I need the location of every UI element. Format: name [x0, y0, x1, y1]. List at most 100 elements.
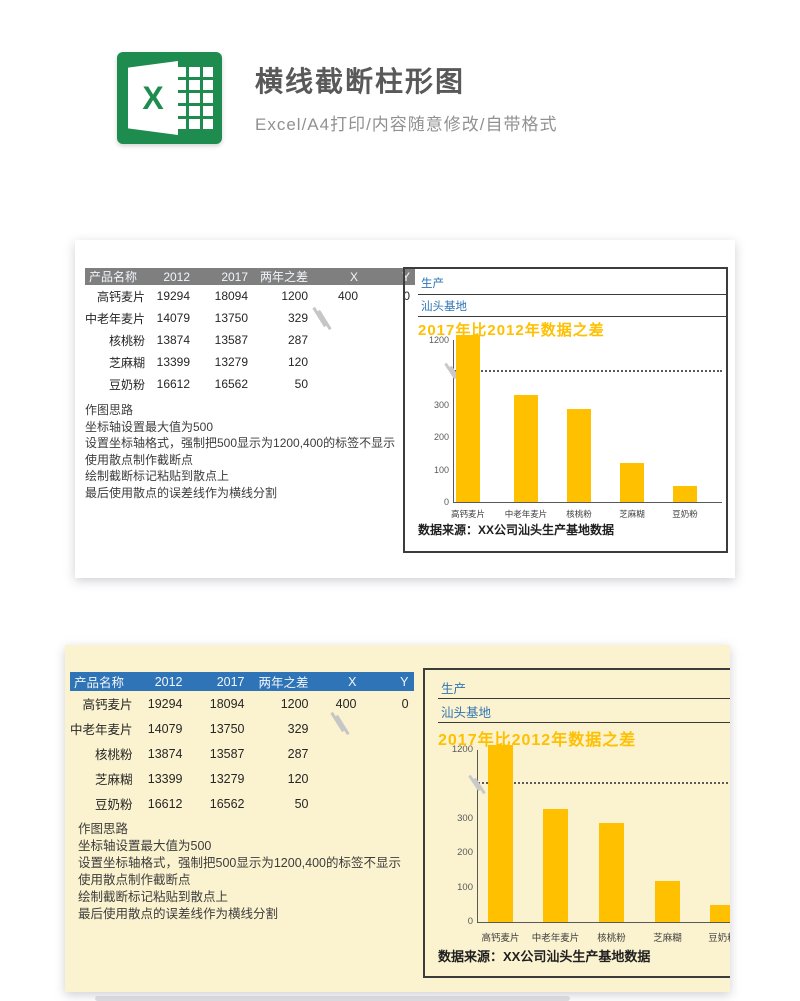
table-row: 豆奶粉 16612 16562 50 — [70, 791, 414, 816]
table-cell: 120 — [287, 355, 309, 369]
chart: 生产 汕头基地 2017年比2012年数据之差 1200 300 200 100 0 高钙… — [423, 668, 730, 978]
table-cell: 高钙麦片 — [97, 289, 146, 304]
column-header: X — [313, 672, 362, 691]
table-cell: 1200 — [280, 696, 309, 711]
chart-subtitle-line2: 汕头基地 — [441, 706, 492, 720]
table-cell: 豆奶粉 — [95, 798, 133, 812]
preview-card-cream: 产品名称 2012 2017 两年之差 X Y 高钙麦片 19294 18094 1200 400 0… — [65, 645, 730, 992]
divider — [438, 698, 730, 699]
table-row: 芝麻糊 13399 13279 120 — [85, 351, 415, 373]
table-cell: 1200 — [281, 289, 309, 303]
table-cell: 18094 — [209, 696, 245, 711]
axis-break-line — [454, 370, 722, 373]
break-mark-icon — [312, 306, 332, 332]
table-cell — [362, 766, 414, 791]
table-cell: 120 — [287, 771, 309, 786]
divider — [418, 316, 726, 317]
chart-title: 2017年比2012年数据之差 — [418, 322, 605, 339]
note-line: 绘制截断标记粘贴到散点上 — [85, 469, 230, 483]
bar-豆奶粉 — [710, 904, 730, 922]
column-header: 2017 — [187, 672, 250, 691]
table-cell: 14079 — [156, 311, 191, 325]
bar-高钙麦片 — [456, 335, 480, 502]
note-line: 坐标轴设置最大值为500 — [78, 839, 212, 853]
table-row: 核桃粉 13874 13587 287 — [70, 741, 414, 766]
table-cell: 芝麻糊 — [109, 355, 146, 370]
bar-中老年麦片 — [543, 808, 568, 922]
notes-block: 作图思路 坐标轴设置最大值为500 设置坐标轴格式，强制把500显示为1200,40… — [85, 402, 395, 501]
chart-source: 数据来源：XX公司汕头生产基地数据 — [418, 523, 615, 537]
table-cell: 13399 — [147, 771, 183, 786]
excel-x-letter: X — [128, 61, 178, 135]
note-line: 坐标轴设置最大值为500 — [85, 419, 214, 434]
bar-核桃粉 — [567, 409, 591, 502]
table-cell: 50 — [294, 377, 309, 391]
column-header: 2012 — [150, 268, 196, 285]
x-category-label: 高钙麦片 — [450, 509, 485, 519]
x-category-label: 核桃粉 — [597, 933, 626, 944]
table-cell: 13874 — [147, 746, 183, 761]
table-cell: 287 — [287, 746, 309, 761]
table-cell: 16562 — [214, 377, 249, 391]
table-cell: 13750 — [214, 311, 249, 325]
table-cell: 287 — [287, 333, 309, 347]
table-cell: 16562 — [209, 796, 245, 811]
table-cell: 400 — [335, 696, 357, 711]
column-header: 2017 — [195, 268, 254, 285]
divider — [418, 294, 726, 295]
axis-break-icon — [468, 774, 488, 795]
bar-豆奶粉 — [673, 485, 697, 502]
column-header: 两年之差 — [253, 268, 314, 285]
x-category-label: 芝麻糊 — [619, 509, 645, 519]
note-line: 设置坐标轴格式，强制把500显示为1200,400的标签不显示 — [78, 856, 401, 870]
table-cell — [314, 766, 362, 791]
column-header: Y — [363, 268, 416, 285]
preview-card-white: 产品名称 2012 2017 两年之差 X Y 高钙麦片 19294 18094 1200 400 0… — [75, 240, 735, 578]
note-line: 最后使用散点的误差线作为横线分割 — [85, 485, 278, 500]
table-cell: 13279 — [209, 771, 245, 786]
column-header: 2012 — [137, 672, 188, 691]
chart-source: 数据来源：XX公司汕头生产基地数据 — [438, 949, 651, 964]
table-cell: 16612 — [147, 796, 183, 811]
table-cell: 13399 — [156, 355, 191, 369]
x-category-label: 核桃粉 — [566, 509, 592, 519]
note-line: 设置坐标轴格式，强制把500显示为1200,400的标签不显示 — [85, 436, 396, 450]
y-tick-label: 1200 — [428, 335, 449, 345]
y-tick-label: 100 — [433, 464, 449, 475]
table-cell: 400 — [337, 289, 359, 303]
chart-subtitle-line1: 生产 — [441, 682, 467, 696]
table-cell: 高钙麦片 — [82, 698, 133, 712]
x-category-label: 豆奶粉 — [672, 509, 698, 519]
divider — [438, 722, 730, 723]
table-row: 豆奶粉 16612 16562 50 — [85, 373, 415, 395]
y-tick-label: 100 — [457, 881, 473, 893]
x-category-label: 芝麻糊 — [653, 933, 682, 944]
notes-block: 作图思路 坐标轴设置最大值为500 设置坐标轴格式，强制把500显示为1200,40… — [78, 821, 401, 923]
excel-grid-icon — [176, 67, 213, 129]
table-cell: 豆奶粉 — [109, 377, 146, 392]
column-header: 两年之差 — [249, 672, 314, 691]
table-row: 芝麻糊 13399 13279 120 — [70, 766, 414, 791]
table-row: 中老年麦片 14079 13750 329 — [85, 307, 415, 329]
y-tick-label: 300 — [457, 812, 473, 824]
table-cell: 核桃粉 — [95, 748, 133, 762]
table-row: 核桃粉 13874 13587 287 — [85, 329, 415, 351]
data-table: 产品名称 2012 2017 两年之差 X Y 高钙麦片 19294 18094 1200 400 0… — [70, 672, 414, 816]
table-cell: 13279 — [214, 355, 249, 369]
table-cell: 核桃粉 — [109, 333, 146, 348]
bar-高钙麦片 — [488, 745, 513, 922]
y-tick-label: 200 — [457, 847, 473, 859]
table-cell — [362, 791, 414, 816]
bar-核桃粉 — [599, 823, 624, 922]
bar-中老年麦片 — [514, 395, 538, 502]
table-cell: 50 — [294, 796, 309, 811]
note-line: 最后使用散点的误差线作为横线分割 — [78, 907, 279, 921]
x-category-label: 中老年麦片 — [531, 933, 580, 944]
bar-芝麻糊 — [620, 463, 644, 502]
table-cell: 13750 — [209, 721, 245, 736]
page-subtitle: Excel/A4打印/内容随意修改/自带格式 — [255, 115, 558, 134]
table-cell: 18094 — [214, 289, 249, 303]
page-title: 横线截断柱形图 — [255, 66, 466, 97]
